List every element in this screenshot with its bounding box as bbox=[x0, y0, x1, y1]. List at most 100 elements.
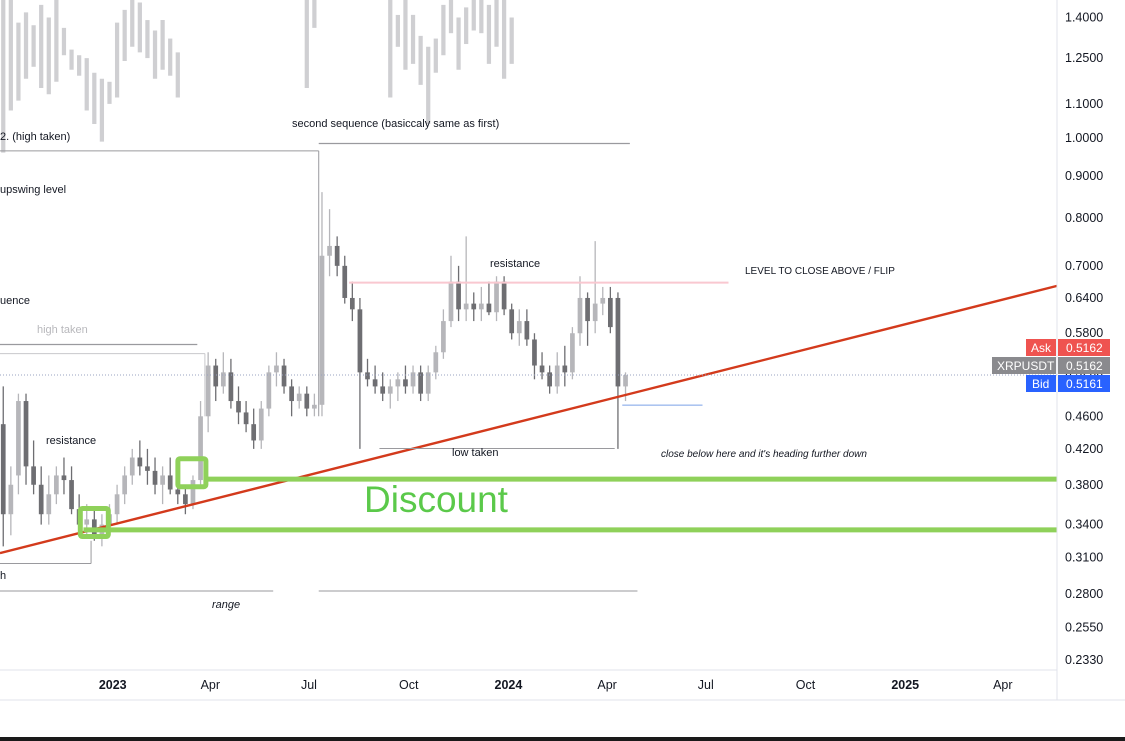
annotation-text-layer: 2. (high taken) upswing level uence high… bbox=[0, 118, 895, 611]
candle-body bbox=[334, 245, 340, 266]
candle-body bbox=[372, 379, 378, 387]
candle-body bbox=[296, 393, 302, 402]
last-value: 0.5162 bbox=[1066, 359, 1103, 373]
candle-body bbox=[213, 365, 219, 387]
candle-body bbox=[175, 489, 181, 495]
candle-body bbox=[281, 365, 287, 387]
candle-body bbox=[190, 480, 196, 505]
candle-body bbox=[114, 494, 120, 515]
candle-body bbox=[623, 375, 628, 387]
bid-label-box bbox=[1026, 375, 1056, 392]
candle-body bbox=[137, 457, 143, 467]
annotation-sequence-fragment: uence bbox=[0, 295, 30, 307]
annotation-resistance-right: resistance bbox=[490, 258, 540, 270]
candle-body bbox=[403, 379, 408, 387]
price-tick-label: 1.1000 bbox=[1065, 97, 1103, 111]
annotation-resistance-left: resistance bbox=[46, 435, 96, 447]
bottom-border-bar bbox=[0, 737, 1125, 741]
candle-body bbox=[220, 372, 226, 387]
time-tick-label: Apr bbox=[597, 678, 616, 692]
candle-body bbox=[395, 379, 401, 387]
ask-value-box bbox=[1058, 339, 1110, 356]
time-tick-label: Jul bbox=[698, 678, 714, 692]
candle-body bbox=[471, 303, 477, 310]
axes-layer bbox=[0, 0, 1125, 701]
price-tick-label: 0.8000 bbox=[1065, 211, 1103, 225]
symbol-label-box bbox=[992, 357, 1056, 374]
candle-body bbox=[463, 303, 469, 310]
symbol-label: XRPUSDT bbox=[997, 359, 1055, 373]
discount-square-low bbox=[77, 506, 111, 540]
price-tick-label: 1.0000 bbox=[1065, 131, 1103, 145]
annotation-high-taken: high taken bbox=[37, 324, 88, 336]
candle-body bbox=[327, 245, 332, 256]
candle-body bbox=[183, 494, 188, 505]
annotation-close-below: close below here and it's heading furthe… bbox=[661, 449, 867, 460]
candle-body bbox=[547, 372, 552, 387]
price-tick-label: 0.7000 bbox=[1065, 259, 1103, 273]
candle-body bbox=[243, 412, 249, 425]
time-tick-label: 2023 bbox=[99, 678, 127, 692]
bid-value: 0.5161 bbox=[1066, 377, 1103, 391]
price-tick-label: 0.2800 bbox=[1065, 587, 1103, 601]
time-tick-label: Oct bbox=[796, 678, 816, 692]
candle-body bbox=[205, 365, 211, 417]
discount-square-high bbox=[175, 456, 209, 490]
candle-body bbox=[16, 401, 21, 476]
annotation-level-flip: LEVEL TO CLOSE ABOVE / FLIP bbox=[745, 266, 895, 277]
candle-body bbox=[349, 297, 355, 310]
annotation-second-sequence: second sequence (basiccaly same as first… bbox=[292, 118, 499, 130]
candle-body bbox=[600, 297, 606, 304]
candle-body bbox=[304, 393, 310, 409]
time-tick-label: Oct bbox=[399, 678, 419, 692]
candle-body bbox=[524, 321, 530, 340]
time-tick-label: 2024 bbox=[495, 678, 523, 692]
price-tick-label: 0.6400 bbox=[1065, 291, 1103, 305]
candle-body bbox=[31, 466, 36, 485]
candles-layer bbox=[0, 192, 628, 547]
candle-body bbox=[418, 372, 423, 394]
candle-body bbox=[342, 265, 348, 298]
annotation-range: range bbox=[212, 599, 240, 611]
candle-body bbox=[516, 321, 522, 334]
candle-body bbox=[152, 470, 158, 485]
price-ticks-layer: 1.4000 1.2500 1.1000 1.0000 0.9000 0.8000 0.70… bbox=[1065, 10, 1103, 667]
price-tick-label: 0.2550 bbox=[1065, 621, 1103, 635]
candle-body bbox=[23, 401, 29, 467]
candle-body bbox=[91, 519, 97, 536]
candle-body bbox=[228, 372, 234, 402]
candle-body bbox=[198, 416, 203, 481]
price-tick-label: 0.4600 bbox=[1065, 409, 1103, 423]
annotation-h-fragment: h bbox=[0, 570, 6, 582]
candle-body bbox=[592, 303, 598, 322]
price-tick-label: 0.4200 bbox=[1065, 442, 1103, 456]
candle-body bbox=[577, 297, 583, 334]
candle-body bbox=[585, 297, 590, 322]
annotation-high-taken-2: 2. (high taken) bbox=[0, 131, 70, 143]
bid-label: Bid bbox=[1032, 377, 1049, 391]
candle-body bbox=[387, 386, 393, 394]
candle-body bbox=[145, 466, 150, 471]
candle-body bbox=[274, 365, 279, 373]
candle-body bbox=[167, 475, 173, 490]
candle-body bbox=[570, 333, 575, 373]
candle-body bbox=[160, 475, 165, 485]
candle-body bbox=[357, 309, 363, 373]
price-tick-label: 0.5800 bbox=[1065, 326, 1103, 340]
candle-body bbox=[456, 281, 461, 310]
ask-value: 0.5162 bbox=[1066, 341, 1103, 355]
candle-body bbox=[562, 365, 568, 373]
candle-body bbox=[494, 281, 499, 313]
candle-body bbox=[236, 401, 241, 413]
price-tick-label: 0.3400 bbox=[1065, 518, 1103, 532]
price-tick-label: 0.9000 bbox=[1065, 169, 1103, 183]
candle-body bbox=[122, 475, 128, 495]
price-tick-label: 0.2330 bbox=[1065, 653, 1103, 667]
time-tick-label: Apr bbox=[201, 678, 220, 692]
candle-body bbox=[46, 494, 52, 515]
candle-body bbox=[0, 424, 6, 515]
candle-body bbox=[54, 475, 59, 495]
time-tick-label: 2025 bbox=[891, 678, 919, 692]
price-tick-label: 1.2500 bbox=[1065, 51, 1103, 65]
bid-value-box bbox=[1058, 375, 1110, 392]
